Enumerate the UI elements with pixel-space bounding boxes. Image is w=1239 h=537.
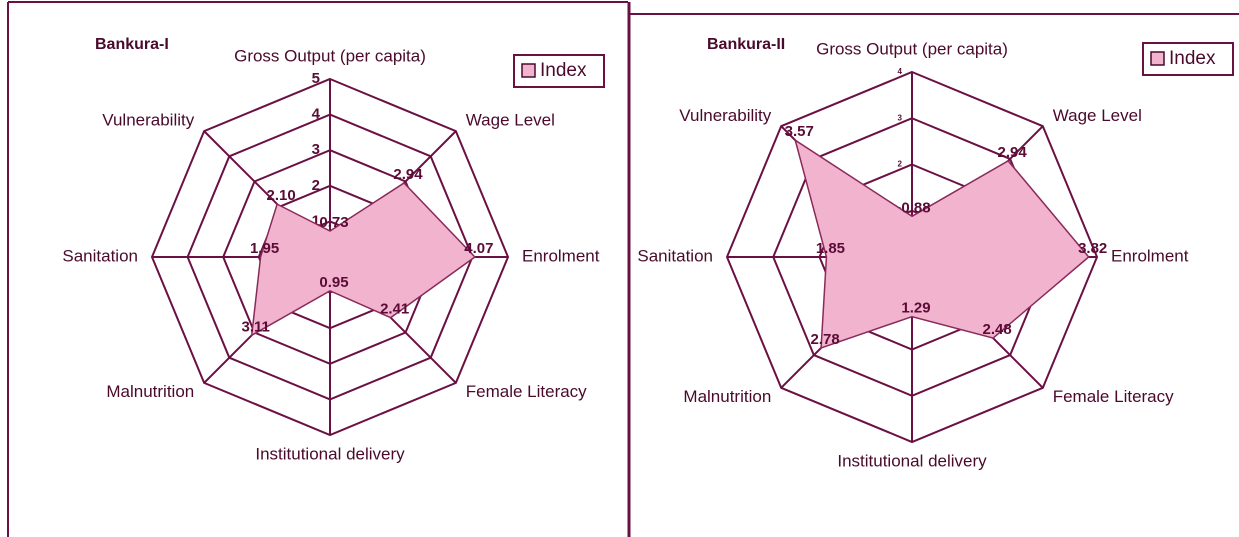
- category-label: Vulnerability: [679, 106, 771, 125]
- r-tick-label: 3: [312, 141, 320, 158]
- value-label: 0.88: [901, 199, 930, 216]
- category-label: Enrolment: [522, 246, 600, 265]
- value-label: 2.94: [998, 144, 1028, 161]
- radar-area: [794, 138, 1090, 349]
- legend-swatch: [1150, 51, 1165, 66]
- legend-label: Index: [1169, 48, 1216, 69]
- value-label: 3.57: [785, 123, 814, 140]
- category-label: Vulnerability: [102, 111, 194, 130]
- category-label: Wage Level: [1053, 106, 1142, 125]
- category-label: Malnutrition: [683, 387, 771, 406]
- value-label: 2.41: [380, 301, 409, 318]
- category-label: Sanitation: [62, 246, 138, 265]
- chart-title: Bankura-II: [707, 36, 785, 53]
- value-label: 2.78: [810, 331, 839, 348]
- category-label: Wage Level: [466, 111, 555, 130]
- value-label: 2.48: [983, 321, 1012, 338]
- value-label: 1.95: [250, 240, 279, 257]
- value-label: 1.85: [816, 240, 845, 257]
- value-label: 1.29: [901, 300, 930, 317]
- radar-area: [250, 182, 477, 337]
- value-label: 0.73: [319, 214, 348, 231]
- value-label: 2.94: [393, 166, 423, 183]
- category-label: Female Literacy: [466, 382, 587, 401]
- r-tick-label: 2: [312, 177, 320, 194]
- category-label: Female Literacy: [1053, 387, 1174, 406]
- r-tick-label: 2: [898, 160, 903, 169]
- r-tick-label: 4: [898, 67, 903, 76]
- category-label: Institutional delivery: [837, 451, 987, 470]
- legend-label: Index: [540, 60, 587, 81]
- value-label: 4.07: [464, 240, 493, 257]
- r-tick-label: 4: [312, 106, 321, 123]
- value-label: 2.10: [267, 187, 296, 204]
- category-label: Gross Output (per capita): [234, 46, 426, 65]
- category-label: Malnutrition: [106, 382, 194, 401]
- r-tick-label: 5: [312, 70, 320, 87]
- category-label: Institutional delivery: [255, 444, 405, 463]
- value-label: 0.95: [319, 274, 348, 291]
- value-label: 3.11: [242, 318, 270, 335]
- category-label: Enrolment: [1111, 246, 1189, 265]
- legend-swatch: [521, 63, 536, 78]
- category-label: Gross Output (per capita): [816, 39, 1008, 58]
- value-label: 3.82: [1078, 240, 1107, 257]
- category-label: Sanitation: [637, 246, 713, 265]
- r-tick-label: 3: [898, 113, 903, 122]
- r-tick-label: 1: [312, 212, 320, 229]
- chart-title: Bankura-I: [95, 36, 169, 53]
